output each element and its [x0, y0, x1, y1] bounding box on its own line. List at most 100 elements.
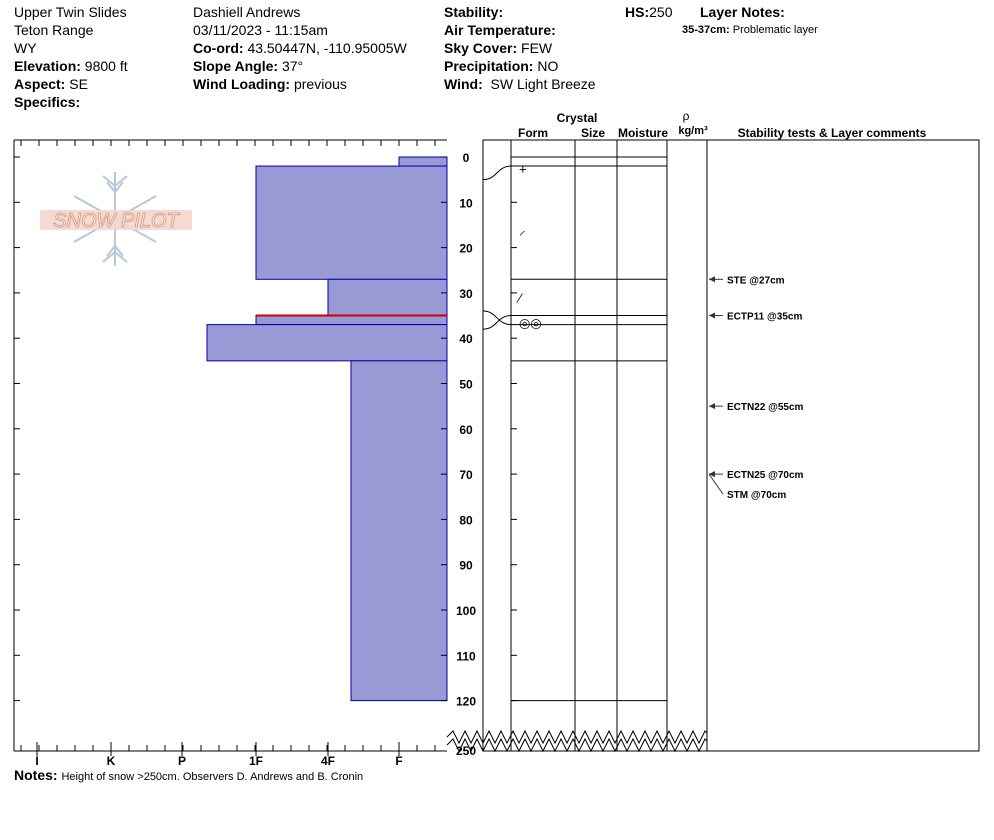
slope-label: Slope Angle: [193, 58, 279, 74]
hs-label: HS: [625, 4, 650, 20]
hardness-label-1F: 1F [249, 754, 263, 768]
depth-label-90: 90 [459, 559, 473, 573]
specifics-label: Specifics: [14, 94, 81, 110]
hs-value: 250 [649, 4, 673, 20]
layer-note: 35-37cm: Problematic layer [682, 24, 818, 36]
stability-arrow-head [709, 403, 715, 410]
form-column-ticks [511, 156, 517, 702]
hardness-layers [206, 156, 448, 702]
hardness-label-F: F [395, 754, 402, 768]
wind-label: Wind: [444, 76, 483, 92]
depth-break-zigzag [446, 729, 708, 753]
layer-notes-field: Layer Notes: [700, 3, 785, 21]
stability-field: Stability: [444, 3, 503, 21]
range-name: Teton Range [14, 22, 94, 38]
size-header: Size [581, 126, 605, 140]
layer-connector [482, 310, 512, 326]
wind-loading-label: Wind Loading: [193, 76, 291, 92]
depth-label-110: 110 [456, 649, 476, 663]
depth-label-100: 100 [456, 604, 476, 618]
elevation-label: Elevation: [14, 58, 81, 74]
depth-label-0: 0 [463, 151, 470, 165]
stability-test-2: ECTN22 @55cm [727, 402, 804, 413]
hardness-axis-labels: I K P 1F 4F F [35, 742, 403, 768]
grain-form-1: ⸝ [519, 222, 526, 237]
depth-label-30: 30 [459, 287, 473, 301]
wind-value: SW Light Breeze [490, 76, 596, 92]
stability-test-0: STE @27cm [727, 275, 785, 286]
hardness-layer-4 [206, 324, 448, 362]
layer-notes-label: Layer Notes: [700, 4, 785, 20]
depth-label-40: 40 [459, 332, 473, 346]
elevation-value: 9800 ft [84, 58, 128, 74]
depth-label-10: 10 [459, 196, 473, 210]
moisture-header: Moisture [618, 126, 668, 140]
stability-test-4: STM @70cm [727, 490, 786, 501]
slope-value: 37° [281, 58, 304, 74]
rho-header: ρ [683, 109, 690, 123]
hardness-label-P: P [178, 754, 186, 768]
form-header: Form [518, 126, 548, 140]
depth-label-20: 20 [459, 242, 473, 256]
crystal-header: Crystal [557, 111, 598, 125]
hs-field: HS:250 [625, 3, 672, 21]
snowpilot-logo: SNOW PILOT [40, 172, 192, 266]
notes-field: Notes: Height of snow >250cm. Observers … [14, 766, 363, 786]
sky-field: Sky Cover: FEW [444, 39, 552, 57]
air-temp-field: Air Temperature: [444, 21, 556, 39]
state-name: WY [14, 40, 37, 56]
hardness-layer-0 [398, 156, 448, 167]
grain-forms: + ⸝ ⁄ ◎◎ [516, 161, 542, 330]
depth-label-50: 50 [459, 378, 473, 392]
layer-connector [482, 165, 512, 181]
depth-label-60: 60 [459, 423, 473, 437]
depth-label-120: 120 [456, 695, 476, 709]
hardness-layer-3 [255, 315, 448, 326]
stability-arrow-line [708, 473, 724, 495]
stability-arrow-head [709, 312, 715, 319]
grain-form-2: ⁄ [516, 290, 523, 305]
coord-label: Co-ord: [193, 40, 244, 56]
stability-test-1: ECTP11 @35cm [727, 312, 802, 323]
sky-label: Sky Cover: [444, 40, 518, 56]
location-name: Upper Twin Slides [14, 4, 127, 20]
coord-value: 43.50447N, -110.95005W [247, 40, 407, 56]
notes-text: Height of snow >250cm. Observers D. Andr… [61, 771, 364, 783]
hardness-layer-1 [255, 165, 448, 280]
hardness-layer-5 [350, 360, 448, 702]
depth-label-80: 80 [459, 513, 473, 527]
grain-form-0: + [519, 161, 527, 176]
aspect-value: SE [69, 76, 88, 92]
stability-label: Stability: [444, 4, 504, 20]
hardness-ticks [20, 140, 436, 751]
layer-boundaries [482, 156, 667, 702]
hardness-label-4F: 4F [321, 754, 335, 768]
grain-form-3: ◎◎ [519, 315, 542, 330]
wind-loading-value: previous [293, 76, 347, 92]
stability-test-3: ECTN25 @70cm [727, 470, 804, 481]
aspect-label: Aspect: [14, 76, 66, 92]
stability-tests: STE @27cm ECTP11 @35cm ECTN22 @55cm ECTN25 … [708, 275, 804, 501]
wind-field: Wind: SW Light Breeze [444, 75, 596, 93]
aspect-field: Aspect: SE [14, 75, 88, 93]
notes-label: Notes: [14, 767, 58, 783]
hardness-layer-2 [327, 278, 448, 317]
elevation-field: Elevation: 9800 ft [14, 57, 128, 75]
stability-header: Stability tests & Layer comments [738, 126, 927, 140]
layer-note-range: 35-37cm: [682, 24, 730, 36]
crystal-table [482, 139, 980, 752]
slope-field: Slope Angle: 37° [193, 57, 303, 75]
coord-field: Co-ord: 43.50447N, -110.95005W [193, 39, 407, 57]
stability-arrow-head [709, 276, 715, 283]
precip-label: Precipitation: [444, 58, 534, 74]
observation-datetime: 03/11/2023 - 11:15am [193, 22, 328, 38]
density-unit-header: kg/m³ [678, 125, 708, 137]
precip-field: Precipitation: NO [444, 57, 558, 75]
hardness-label-K: K [107, 754, 116, 768]
specifics-field: Specifics: [14, 93, 80, 111]
layer-connector [482, 315, 512, 330]
air-temp-label: Air Temperature: [444, 22, 556, 38]
layer-note-text: Problematic layer [732, 24, 818, 36]
